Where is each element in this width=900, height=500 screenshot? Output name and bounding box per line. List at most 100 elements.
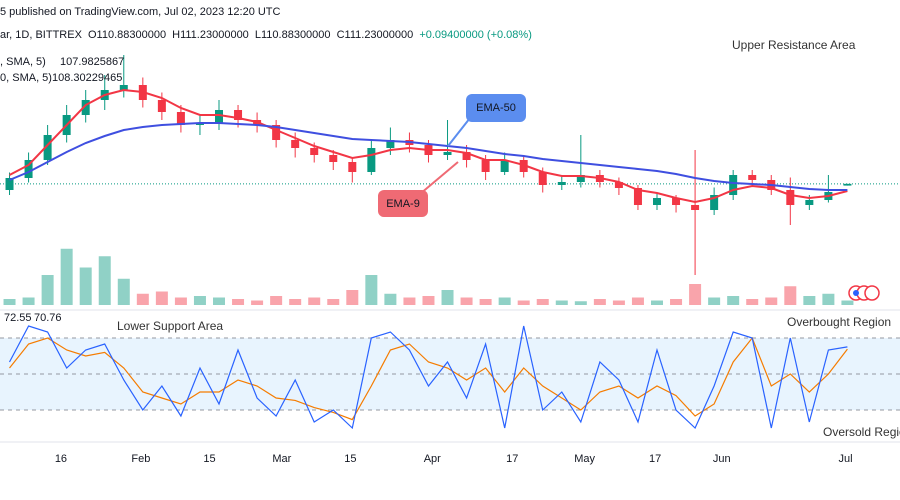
candle-body [310, 148, 319, 155]
volume-bar [22, 297, 35, 305]
ohlc-high: H111.23000000 [172, 29, 249, 41]
x-tick-label: 15 [344, 453, 356, 465]
candle-body [176, 112, 185, 125]
volume-bar [670, 299, 683, 305]
ema-line [9, 88, 848, 204]
ma-legend-value: 108.30229465 [52, 72, 122, 84]
candle-body [81, 100, 90, 115]
candle-body [157, 100, 166, 112]
candle-body [557, 182, 566, 185]
candle-body [367, 148, 376, 172]
candle-body [538, 172, 547, 185]
icon [853, 290, 859, 296]
candle-body [500, 160, 509, 172]
callout-pointer [419, 161, 459, 195]
candle-body [691, 205, 700, 210]
annotation: Upper Resistance Area [732, 38, 856, 52]
volume-bar [574, 301, 587, 305]
candle-body [329, 155, 338, 162]
volume-bar [98, 256, 111, 305]
volume-bar [3, 299, 16, 305]
volume-bar [708, 297, 721, 305]
volume-bar [155, 291, 168, 305]
candle-body [215, 110, 223, 124]
volume-bar [841, 300, 854, 305]
volume-bar [136, 293, 149, 305]
x-tick-label: 15 [203, 453, 215, 465]
volume-bar [822, 293, 835, 305]
volume-bar [365, 275, 378, 305]
x-tick-label: 16 [55, 453, 67, 465]
ema-line [9, 122, 848, 191]
symbol-legend: ar, 1D, BITTREX O110.88300000 H111.23000… [0, 29, 532, 41]
header: 5 published on TradingView.com, Jul 02, … [0, 6, 281, 18]
annotation: Oversold Regio [823, 425, 900, 439]
volume-bar [327, 299, 340, 305]
candle-body [291, 140, 300, 148]
x-tick-label: Jul [838, 453, 852, 465]
candle-body [348, 162, 357, 172]
volume-bar [270, 296, 283, 305]
ohlc-open: O110.88300000 [88, 29, 166, 41]
ohlc-close: C111.23000000 [337, 29, 414, 41]
volume-bar [193, 296, 206, 305]
volume-bar [174, 297, 187, 305]
candle-body [195, 124, 204, 125]
volume-bar [60, 248, 73, 305]
volume-bar [232, 299, 245, 305]
volume-bar [289, 299, 302, 305]
volume-bar [213, 297, 225, 305]
volume-bar [517, 300, 530, 305]
candle-body [748, 175, 757, 180]
candle-body [843, 183, 852, 186]
x-tick-label: Jun [713, 453, 731, 465]
volume-bar [498, 297, 511, 305]
ma-legend-value: 107.9825867 [60, 56, 124, 68]
ohlc-low: L110.88300000 [255, 29, 331, 41]
candle-body [653, 198, 661, 205]
callout-box [466, 94, 526, 122]
candle-body [234, 110, 243, 120]
plot [0, 55, 900, 430]
callout-pointer [447, 117, 471, 147]
callout-box [378, 190, 428, 217]
candle-body [386, 140, 395, 148]
volume-bar [422, 296, 435, 305]
volume-bar [251, 300, 264, 305]
x-tick-label: Apr [424, 453, 441, 465]
volume-bar [536, 299, 549, 305]
annotation: Lower Support Area [117, 319, 223, 333]
candle-body [805, 200, 814, 205]
candle-body [443, 152, 452, 155]
stoch-line [8, 325, 848, 430]
symbol: ar, 1D, BITTREX [0, 29, 83, 41]
volume-bar [555, 300, 568, 305]
volume-bar [460, 297, 473, 305]
candle-body [729, 175, 738, 195]
volume-bar [308, 297, 321, 305]
volume-bar [746, 299, 759, 305]
candle-body [576, 175, 585, 182]
ohlc-change: +0.09400000 (+0.08%) [419, 29, 532, 41]
volume-bar [784, 286, 797, 305]
volume-bar [612, 300, 625, 305]
volume-bar [117, 278, 130, 305]
ma-legend-text: 0, SMA, 5) [0, 72, 52, 84]
candle-body [710, 195, 719, 210]
volume-bar [384, 293, 397, 305]
volume-bar [593, 299, 606, 305]
volume-bar [41, 275, 54, 305]
x-tick-label: May [574, 453, 595, 465]
icon [864, 285, 880, 301]
candle-body [672, 198, 681, 205]
candle-body [5, 178, 14, 190]
stoch-line [9, 336, 848, 421]
volume-bar [346, 290, 359, 305]
alert-icons [848, 285, 880, 301]
volume-bar [631, 297, 644, 305]
x-tick-label: 17 [649, 453, 661, 465]
candle-body [272, 125, 281, 140]
callout-label: EMA-50 [476, 102, 516, 114]
